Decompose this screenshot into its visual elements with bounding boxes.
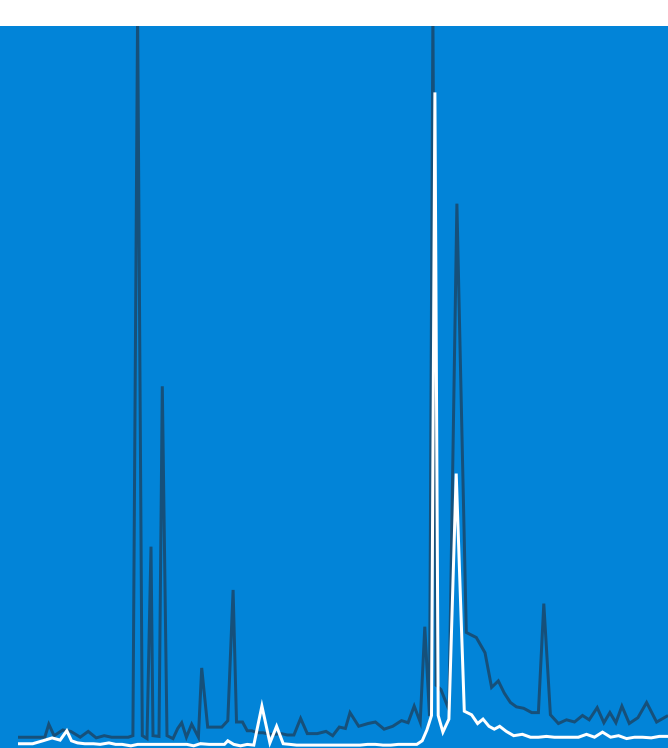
series-line-2 — [18, 92, 668, 748]
line-chart — [0, 26, 668, 748]
series-layer — [18, 26, 668, 748]
plot-background — [0, 26, 668, 748]
series-line-1 — [18, 26, 668, 743]
plot-area — [0, 26, 668, 748]
